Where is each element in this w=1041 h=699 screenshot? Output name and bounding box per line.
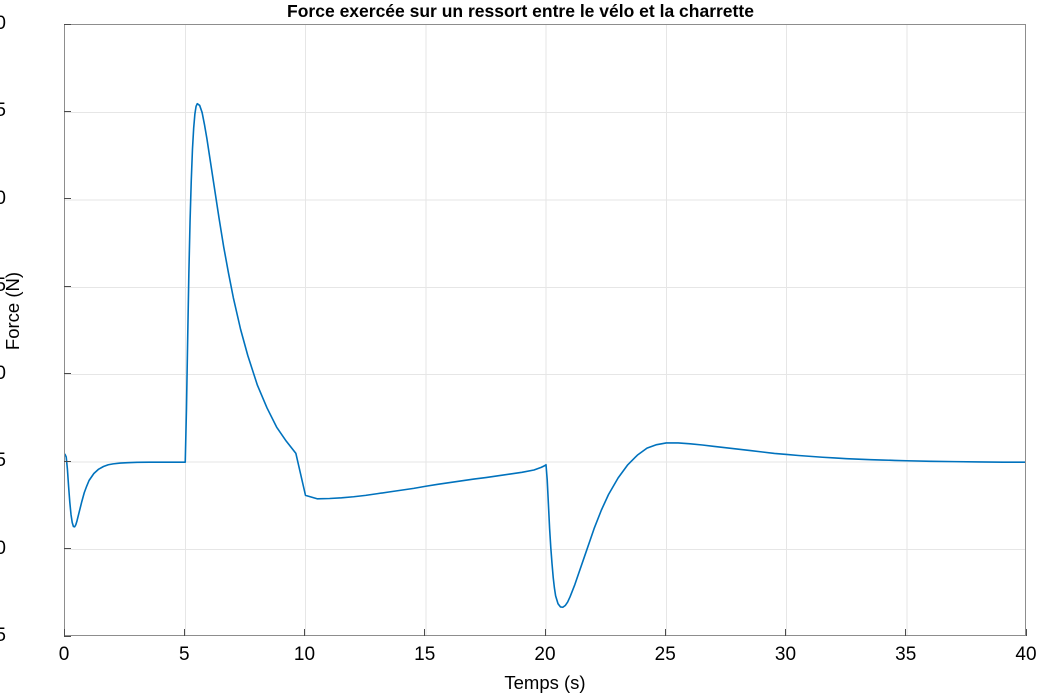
- data-curves: [65, 102, 1025, 609]
- y-tick-label: 30: [0, 13, 6, 34]
- x-tick-mark: [63, 629, 65, 636]
- y-tick-label: 15: [0, 275, 6, 297]
- plot-area: [64, 24, 1026, 636]
- x-tick-mark: [183, 629, 185, 636]
- y-tick-label: 0: [0, 537, 6, 559]
- y-tick-mark: [64, 110, 71, 112]
- x-tick-mark: [304, 629, 305, 636]
- x-tick-mark: [785, 629, 786, 636]
- y-tick-label: 5: [0, 450, 6, 472]
- x-tick-label: 0: [58, 644, 70, 665]
- y-tick-label: 20: [0, 187, 6, 209]
- x-axis-title: Temps (s): [504, 672, 586, 693]
- y-tick-mark: [64, 285, 71, 287]
- plot-canvas: [65, 25, 1025, 635]
- y-tick-label: 10: [0, 362, 6, 384]
- x-tick-label: 25: [654, 644, 676, 665]
- y-tick-mark: [64, 198, 71, 200]
- x-tick-mark: [664, 629, 666, 636]
- y-tick-mark: [64, 373, 71, 375]
- x-tick-mark: [905, 629, 907, 636]
- series-line-0: [65, 102, 1025, 609]
- x-tick-label: 30: [774, 644, 797, 665]
- x-tick-mark: [544, 629, 546, 636]
- y-tick-mark: [64, 23, 71, 25]
- x-tick-mark: [1025, 629, 1027, 636]
- x-tick-label: 10: [293, 644, 316, 665]
- x-tick-label: 40: [1015, 644, 1037, 665]
- x-tick-label: 5: [178, 644, 190, 665]
- y-axis-title: Force (N): [2, 271, 23, 351]
- y-tick-mark: [64, 635, 71, 637]
- x-tick-label: 35: [895, 644, 917, 665]
- x-tick-label: 20: [534, 644, 556, 665]
- gridlines: [65, 25, 1025, 635]
- x-tick-label: 15: [414, 644, 436, 665]
- y-tick-mark: [64, 548, 71, 550]
- y-tick-mark: [64, 460, 71, 462]
- x-tick-mark: [424, 629, 426, 636]
- y-tick-label: 25: [0, 100, 6, 122]
- y-tick-label: -5: [0, 625, 6, 646]
- chart-title: Force exercée sur un ressort entre le vé…: [287, 1, 754, 21]
